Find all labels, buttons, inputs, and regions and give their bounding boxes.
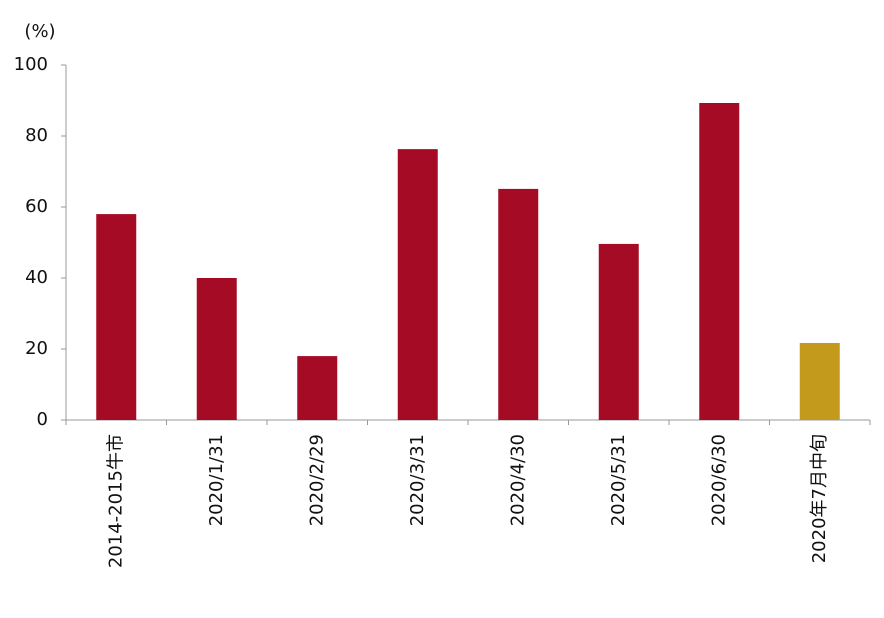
x-tick-label: 2020/1/31 (206, 434, 227, 526)
bar (96, 214, 137, 420)
x-tick-label: 2020/2/29 (306, 434, 327, 526)
bar (196, 278, 237, 420)
bar (799, 342, 840, 420)
y-tick-label: 100 (14, 54, 48, 75)
x-tick-label: 2020/6/30 (708, 434, 729, 526)
y-axis-label: (%) (24, 21, 55, 42)
bar (297, 356, 338, 420)
y-tick-label: 60 (25, 196, 48, 217)
y-tick-label: 20 (25, 338, 48, 359)
bar (699, 102, 740, 421)
bar (598, 243, 639, 420)
x-tick-label: 2020年7月中旬 (809, 434, 830, 563)
x-tick-label: 2020/5/31 (608, 434, 629, 526)
y-tick-label: 80 (25, 125, 48, 146)
bar (397, 149, 438, 420)
bar (498, 188, 539, 420)
y-tick-label: 40 (25, 267, 48, 288)
x-tick-label: 2014-2015牛市 (105, 434, 126, 568)
y-tick-label: 0 (37, 409, 48, 430)
x-tick-label: 2020/3/31 (407, 434, 428, 526)
x-tick-label: 2020/4/30 (507, 434, 528, 526)
